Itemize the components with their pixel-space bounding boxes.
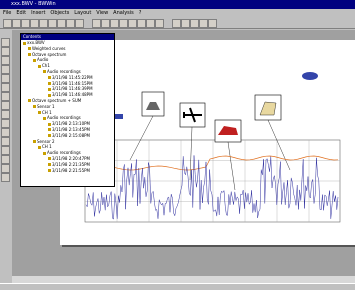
tool-button[interactable] (101, 19, 110, 28)
menu-item[interactable]: Edit (16, 9, 26, 17)
tool-button[interactable] (21, 19, 30, 28)
tool-button[interactable] (1, 119, 10, 128)
tool-button[interactable] (155, 19, 164, 28)
tool-button[interactable] (12, 19, 21, 28)
tool-button[interactable] (92, 19, 101, 28)
tool-button[interactable] (1, 65, 10, 74)
tool-button[interactable] (172, 19, 181, 28)
tool-button[interactable] (1, 128, 10, 137)
menu-bar: File Edit Insert Objects Layout View Analysis? (0, 9, 355, 17)
tool-button[interactable] (1, 56, 10, 65)
marker (115, 114, 123, 119)
title-bar: xxx.BWV - BWWin (0, 0, 355, 9)
tool-button[interactable] (1, 38, 10, 47)
tool-button[interactable] (3, 19, 12, 28)
menu-item[interactable]: Analysis (113, 9, 134, 17)
app-window: xxx.BWV - BWWin File Edit Insert Objects Lay… (0, 0, 355, 289)
tool-button[interactable] (1, 164, 10, 173)
menu-item[interactable]: View (96, 9, 108, 17)
callout (268, 120, 290, 170)
tool-button[interactable] (190, 19, 199, 28)
tool-button[interactable] (39, 19, 48, 28)
tool-button[interactable] (119, 19, 128, 28)
tool-button[interactable] (128, 19, 137, 28)
tool-button[interactable] (1, 137, 10, 146)
tool-button[interactable] (1, 74, 10, 83)
tool-button[interactable] (1, 92, 10, 101)
menu-item[interactable]: Layout (74, 9, 91, 17)
tool-button[interactable] (1, 146, 10, 155)
tool-button[interactable] (1, 83, 10, 92)
tool-button[interactable] (1, 101, 10, 110)
tree-item[interactable]: 3/11/98 2:21:55PM (21, 168, 114, 174)
tool-button[interactable] (1, 47, 10, 56)
tool-button[interactable] (1, 173, 10, 182)
menu-item[interactable]: ? (139, 9, 142, 17)
tool-button[interactable] (110, 19, 119, 28)
scrollbar[interactable] (12, 276, 355, 283)
tool-button[interactable] (1, 155, 10, 164)
tool-button[interactable] (137, 19, 146, 28)
tool-button[interactable] (48, 19, 57, 28)
menu-item[interactable]: Insert (31, 9, 45, 17)
logo (302, 72, 318, 80)
tool-button[interactable] (66, 19, 75, 28)
tool-button[interactable] (57, 19, 66, 28)
tool-button[interactable] (1, 110, 10, 119)
side-toolbar (1, 38, 10, 188)
signal-curve (86, 155, 338, 219)
tool-button[interactable] (75, 19, 84, 28)
tool-button[interactable] (181, 19, 190, 28)
tool-button[interactable] (208, 19, 217, 28)
tool-button[interactable] (146, 19, 155, 28)
callout (228, 142, 235, 190)
callout (130, 116, 153, 160)
tool-button[interactable] (199, 19, 208, 28)
tool-button[interactable] (30, 19, 39, 28)
menu-item[interactable]: File (3, 9, 11, 17)
menu-item[interactable]: Objects (50, 9, 69, 17)
toolbar (0, 17, 355, 29)
